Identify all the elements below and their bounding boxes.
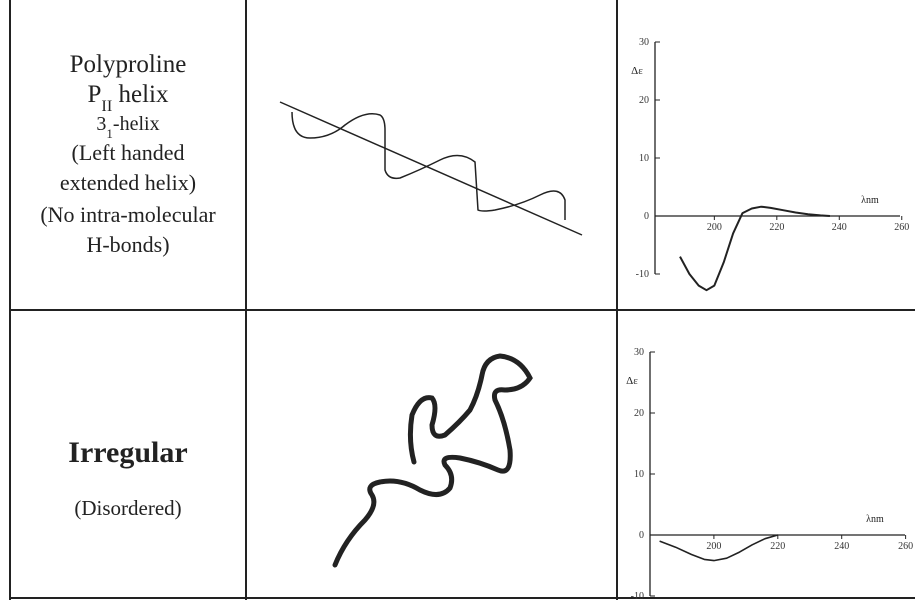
y-tick-label: 20 xyxy=(639,95,649,106)
x-tick-label: 240 xyxy=(834,541,849,552)
label-segment: P xyxy=(88,81,102,108)
label-segment: extended helix) xyxy=(60,170,196,195)
row-label: (Left handed xyxy=(72,140,185,165)
label-segment: Polyproline xyxy=(70,51,187,78)
label-segment: (No intra-molecular xyxy=(40,202,216,227)
y-axis-label: Δε xyxy=(626,375,638,387)
y-tick-label: 0 xyxy=(639,530,644,541)
row-label: (Disordered) xyxy=(74,496,181,520)
row-label: Polyproline xyxy=(70,51,187,78)
x-tick-label: 220 xyxy=(769,222,784,233)
row-label: H-bonds) xyxy=(86,232,169,257)
y-tick-label: 30 xyxy=(639,37,649,48)
row-label: Irregular xyxy=(68,436,187,469)
x-axis-label: λnm xyxy=(866,514,884,525)
x-tick-label: 260 xyxy=(894,222,909,233)
x-tick-label: 220 xyxy=(770,541,785,552)
row-label: extended helix) xyxy=(60,170,196,195)
y-tick-label: 30 xyxy=(634,347,644,358)
x-tick-label: 200 xyxy=(707,222,722,233)
page: PolyprolinePII helix31-helix(Left handed… xyxy=(0,0,915,600)
y-tick-label: 0 xyxy=(644,211,649,222)
y-tick-label: 10 xyxy=(639,153,649,164)
label-segment: Irregular xyxy=(68,436,187,469)
y-axis-label: Δε xyxy=(631,65,643,77)
label-segment: (Left handed xyxy=(72,140,185,165)
label-segment: H-bonds) xyxy=(86,232,169,257)
y-tick-label: -10 xyxy=(636,269,649,280)
x-axis-label: λnm xyxy=(861,195,879,206)
label-segment: (Disordered) xyxy=(74,496,181,520)
x-tick-label: 260 xyxy=(898,541,913,552)
label-segment: -helix xyxy=(113,113,160,135)
x-tick-label: 240 xyxy=(832,222,847,233)
row-label: (No intra-molecular xyxy=(40,202,216,227)
label-segment: 3 xyxy=(96,113,106,135)
y-tick-label: 20 xyxy=(634,408,644,419)
label-segment: helix xyxy=(112,81,169,108)
y-tick-label: 10 xyxy=(634,469,644,480)
y-tick-label: -10 xyxy=(631,591,644,600)
x-tick-label: 200 xyxy=(706,541,721,552)
